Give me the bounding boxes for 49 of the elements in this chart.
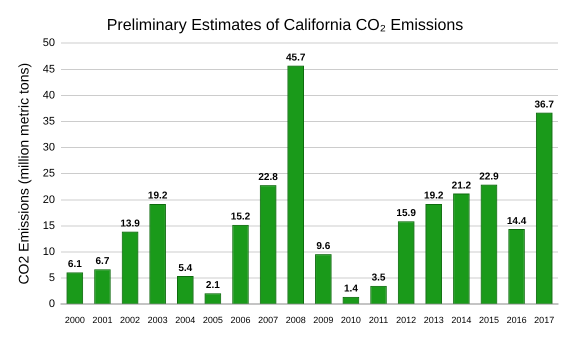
chart-title: Preliminary Estimates of California CO₂ Emissions: [106, 17, 464, 34]
y-tick-label: 50: [42, 37, 56, 50]
data-label: 14.4: [506, 216, 527, 227]
y-tick-label: 35: [42, 116, 56, 128]
data-label: 36.7: [534, 99, 554, 110]
x-tick-label: 2009: [313, 315, 334, 326]
data-label: 21.2: [452, 180, 472, 192]
y-tick-label: 25: [42, 168, 56, 180]
y-tick-label: 30: [42, 142, 56, 154]
data-label: 5.4: [178, 262, 193, 274]
data-label: 19.2: [148, 190, 168, 202]
x-tick-label: 2002: [120, 315, 140, 326]
x-tick-label: 2013: [424, 315, 444, 326]
x-tick-label: 2006: [230, 315, 251, 326]
x-tick-label: 2014: [451, 315, 472, 326]
y-tick-label: 15: [42, 220, 56, 232]
x-tick-label: 2005: [202, 315, 223, 326]
x-tick-label: 2010: [340, 315, 361, 326]
data-label: 13.9: [120, 218, 140, 230]
x-tick-label: 2003: [148, 315, 168, 326]
data-label: 6.1: [68, 259, 82, 270]
data-label: 2.1: [206, 280, 220, 291]
data-label: 3.5: [372, 272, 386, 284]
data-label: 1.4: [344, 284, 358, 295]
x-tick-label: 2004: [175, 315, 196, 326]
data-label: 6.7: [95, 256, 110, 267]
data-label: 15.2: [230, 212, 251, 223]
x-tick-label: 2007: [258, 315, 278, 326]
y-tick-label: 10: [42, 246, 56, 258]
y-axis-title: CO2 Emissions (million metric tons): [15, 62, 32, 285]
y-tick-label: 0: [48, 298, 56, 310]
x-tick-label: 2017: [534, 315, 554, 326]
data-label: 19.2: [424, 190, 444, 202]
y-tick-label: 20: [42, 194, 56, 206]
y-tick-label: 5: [48, 272, 56, 284]
x-tick-label: 2015: [478, 315, 499, 326]
data-label: 22.8: [258, 172, 278, 183]
data-label: 15.9: [396, 208, 416, 219]
data-label: 22.9: [479, 171, 500, 182]
y-tick-label: 40: [42, 89, 56, 102]
x-tick-label: 2008: [286, 315, 306, 326]
x-tick-label: 2016: [506, 315, 527, 326]
data-label: 45.7: [286, 52, 306, 64]
x-tick-label: 2001: [92, 315, 112, 326]
x-tick-label: 2000: [64, 315, 85, 326]
y-tick-label: 45: [42, 63, 56, 76]
x-tick-label: 2012: [396, 315, 416, 326]
data-label: 9.6: [316, 240, 331, 252]
x-tick-label: 2011: [368, 315, 388, 326]
